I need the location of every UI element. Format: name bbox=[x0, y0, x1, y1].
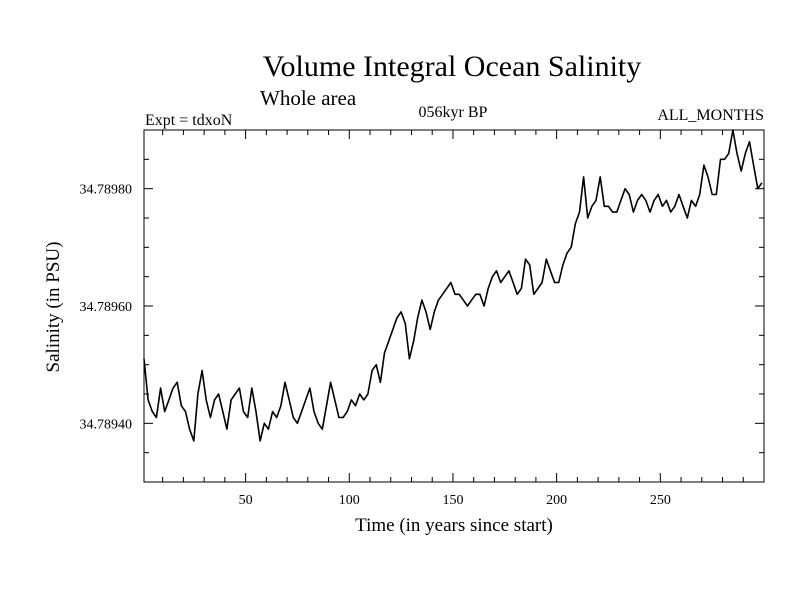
chart-subtitle: Whole area bbox=[260, 86, 357, 110]
experiment-label: Expt = tdxoN bbox=[145, 112, 233, 129]
x-tick-label: 150 bbox=[442, 493, 463, 508]
months-label: ALL_MONTHS bbox=[657, 107, 764, 124]
y-tick-label: 34.78960 bbox=[80, 300, 133, 315]
x-tick-label: 100 bbox=[339, 493, 360, 508]
y-tick-labels: 34.78940 34.78960 34.78980 bbox=[80, 183, 133, 433]
axis-ticks bbox=[144, 130, 764, 482]
x-axis-label: Time (in years since start) bbox=[355, 515, 553, 536]
x-tick-label: 50 bbox=[239, 493, 253, 508]
y-tick-label: 34.78980 bbox=[80, 183, 133, 198]
x-tick-labels: 50 100 150 200 250 bbox=[239, 493, 671, 508]
plot-frame bbox=[143, 129, 765, 483]
x-tick-label: 250 bbox=[650, 493, 671, 508]
x-tick-label: 200 bbox=[546, 493, 567, 508]
salinity-series-line bbox=[143, 129, 763, 442]
y-axis-label: Salinity (in PSU) bbox=[43, 242, 64, 373]
chart-title: Volume Integral Ocean Salinity bbox=[263, 50, 642, 83]
period-label: 056kyr BP bbox=[419, 104, 488, 121]
y-tick-label: 34.78940 bbox=[80, 417, 133, 432]
